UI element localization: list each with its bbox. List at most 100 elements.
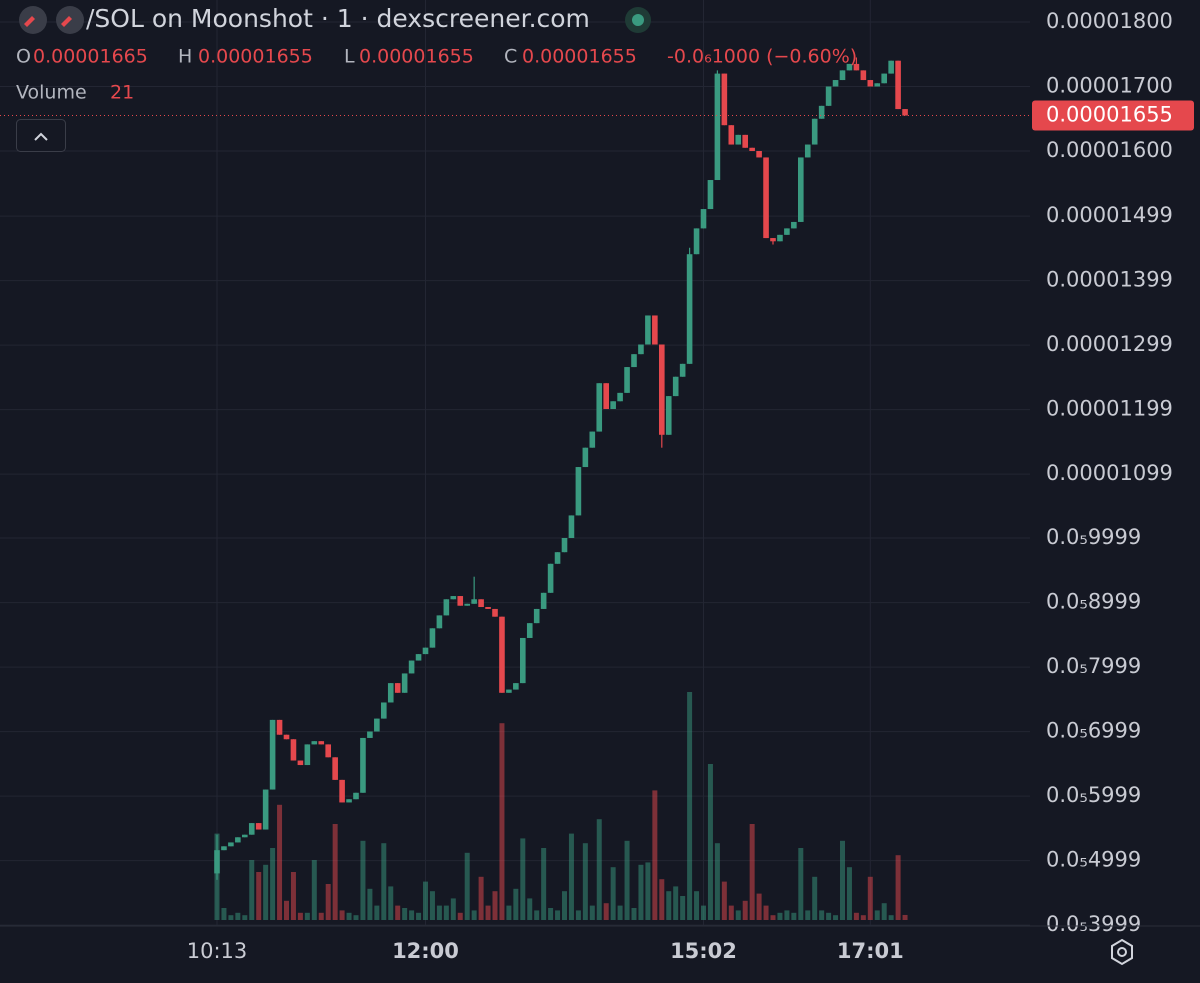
volume-bar	[339, 910, 345, 920]
y-tick-label: 0.00001099	[1046, 461, 1173, 485]
button-frame[interactable]	[16, 119, 66, 152]
volume-bar	[812, 876, 818, 920]
legend-key: H	[178, 46, 192, 68]
volume-bar	[423, 881, 428, 920]
volume-bar	[409, 910, 415, 920]
x-tick-label: 12:00	[392, 939, 459, 963]
volume-bar	[791, 912, 797, 920]
candle-body	[290, 739, 297, 761]
volume-bar	[826, 912, 832, 920]
volume-bar	[534, 910, 540, 920]
volume-bar	[402, 908, 408, 920]
legend-change: -0.0₆1000 (−0.60%)	[667, 46, 857, 68]
candle-body	[464, 603, 470, 606]
candle-body	[304, 744, 311, 766]
volume-bar	[311, 860, 317, 920]
volume-bar	[784, 910, 790, 920]
legend-value: 0.00001655	[198, 46, 313, 68]
candle-body	[652, 315, 658, 345]
candle-body	[436, 615, 443, 629]
volume-bar	[742, 900, 748, 920]
candle-body	[735, 134, 742, 145]
candle-body	[728, 125, 735, 145]
volume-bar	[805, 910, 811, 920]
volume-bar	[701, 905, 706, 920]
gear-center[interactable]	[1117, 947, 1127, 957]
y-tick-label: 0.00001299	[1046, 332, 1173, 356]
y-tick-label: 0.0₅5999	[1046, 783, 1141, 807]
collapse-button[interactable]	[16, 119, 66, 152]
candle-body	[387, 683, 394, 703]
candle-body	[283, 734, 290, 740]
volume-bar	[492, 891, 498, 920]
candle-body	[547, 563, 554, 593]
candle-body	[568, 515, 575, 538]
candle-body	[513, 683, 519, 690]
volume-bar	[603, 903, 609, 920]
candle-body	[672, 376, 679, 397]
volume-bar	[270, 848, 276, 920]
volume-bar	[881, 903, 887, 920]
chevron-icon[interactable]	[34, 132, 48, 141]
y-tick-label: 0.00001800	[1046, 9, 1173, 33]
candle-body	[791, 221, 797, 229]
candle-body	[325, 744, 331, 758]
y-tick-label: 0.0₅9999	[1046, 525, 1141, 549]
candle-body	[394, 683, 401, 693]
y-tick-label: 0.00001499	[1046, 203, 1173, 227]
candle-body	[276, 719, 283, 735]
volume-bar	[707, 764, 713, 920]
volume-bar	[568, 833, 574, 920]
candle-body	[360, 737, 366, 793]
candle-body	[798, 157, 804, 222]
volume-bar	[666, 891, 672, 920]
volume-bar	[395, 905, 401, 920]
gear-icon[interactable]	[1111, 938, 1133, 966]
volume-bar	[221, 908, 227, 920]
y-tick-label: 0.0₅4999	[1046, 848, 1141, 872]
volume-bar	[457, 912, 463, 920]
volume-bar	[589, 905, 595, 920]
candle-body	[617, 392, 623, 402]
status-dot	[632, 14, 644, 26]
candle-body	[638, 344, 644, 355]
volume-bar	[346, 912, 352, 920]
candle-body	[777, 234, 783, 242]
candle-body	[832, 80, 839, 87]
candle-body	[443, 599, 450, 616]
candle-body	[839, 70, 846, 81]
candle-body	[401, 673, 408, 693]
candle-body	[589, 431, 596, 448]
volume-bar	[610, 867, 616, 920]
volume-bar	[429, 891, 435, 920]
volume-bar	[520, 838, 526, 920]
volume-bar	[687, 692, 693, 920]
candle-body	[881, 73, 887, 84]
y-tick-label: 0.0₅6999	[1046, 719, 1141, 743]
candle-body	[742, 134, 748, 148]
legend-value: 0.00001655	[522, 46, 637, 68]
settings-button[interactable]	[1111, 938, 1133, 966]
candle-body	[603, 383, 609, 409]
volume-bar	[833, 915, 839, 920]
volume-bar	[304, 912, 310, 920]
candle-body	[492, 608, 498, 617]
volume-bar	[749, 824, 755, 920]
candle-body	[561, 537, 568, 553]
candle-body	[575, 467, 582, 516]
candle-body	[756, 150, 762, 158]
volume-bar	[631, 908, 637, 920]
candle-body	[533, 608, 540, 624]
volume-bar	[624, 840, 630, 920]
volume-bar	[228, 915, 234, 920]
candle-body	[221, 846, 227, 851]
candle-body	[346, 799, 352, 803]
candle-body	[429, 628, 436, 648]
volume-bar	[728, 905, 734, 920]
y-tick-label: 0.0₅3999	[1046, 912, 1141, 936]
volume-bar	[541, 848, 547, 920]
candle-body	[714, 73, 721, 181]
volume-bar	[902, 914, 908, 920]
volume-bar	[353, 915, 359, 920]
